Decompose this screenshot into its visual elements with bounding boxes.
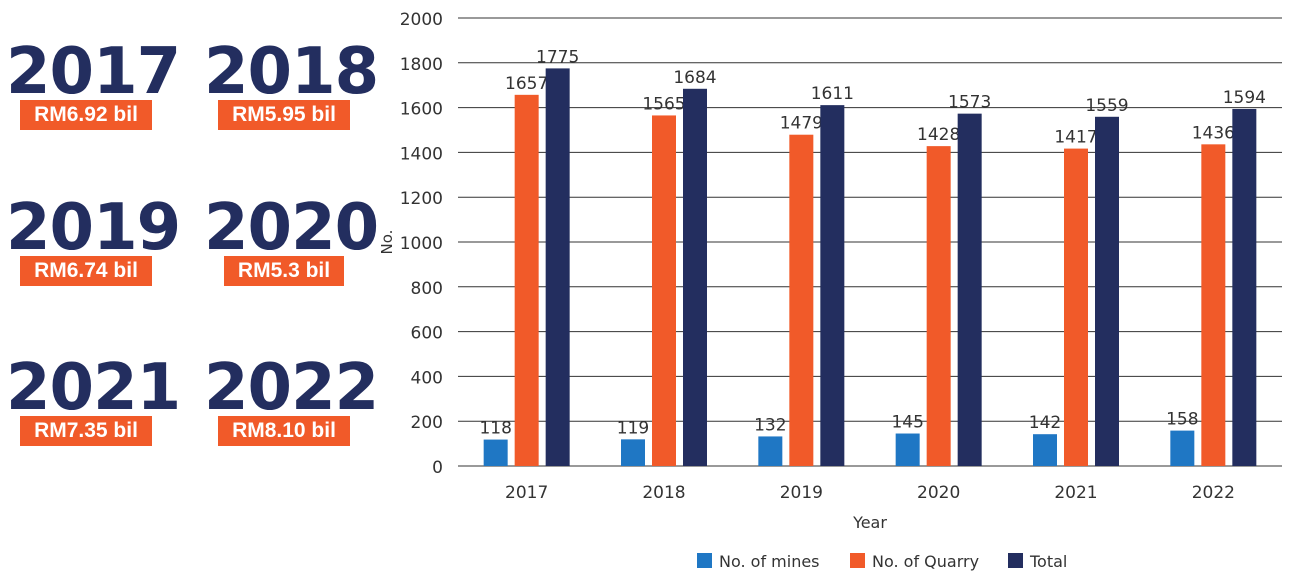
bar-value-label: 142	[1029, 413, 1061, 433]
y-tick-label: 1800	[400, 55, 443, 75]
year-number: 2018	[204, 35, 379, 109]
bar-quarry	[652, 115, 676, 466]
bar-value-label: 119	[617, 418, 649, 438]
bar-total	[957, 113, 982, 466]
y-tick-label: 1400	[400, 144, 443, 164]
revenue-badge: RM5.3 bil	[223, 256, 345, 286]
y-tick-label: 400	[411, 368, 443, 388]
x-tick-label: 2018	[642, 483, 685, 503]
bar-mines	[483, 439, 508, 466]
bar-value-label: 1684	[673, 68, 716, 88]
bar-value-label: 1428	[917, 125, 960, 145]
legend-label: No. of Quarry	[872, 552, 979, 571]
bar-value-label: 145	[891, 413, 923, 433]
bar-total	[1095, 116, 1119, 466]
bar-value-label: 1559	[1085, 96, 1128, 116]
bar-value-label: 158	[1166, 410, 1198, 430]
bar-total	[683, 88, 707, 466]
revenue-badge: RM8.10 bil	[218, 416, 350, 446]
year-card-2020: 2020 RM5.3 bil	[204, 191, 379, 290]
y-tick-label: 1200	[400, 189, 443, 209]
bar-quarry	[926, 146, 951, 467]
bar-total	[820, 105, 845, 467]
year-number: 2017	[6, 35, 181, 109]
bar-mines	[1170, 430, 1195, 466]
revenue-badge: RM6.74 bil	[20, 256, 152, 286]
x-tick-label: 2021	[1054, 483, 1097, 503]
y-axis-title: No.	[378, 230, 396, 255]
revenue-badge: RM7.35 bil	[20, 416, 152, 446]
year-number: 2019	[6, 191, 181, 265]
year-card-2021: 2021 RM7.35 bil	[6, 351, 181, 450]
bar-total	[1232, 108, 1257, 466]
year-number: 2022	[204, 351, 379, 425]
bar-quarry	[789, 134, 814, 467]
bar-value-label: 1611	[811, 84, 854, 104]
bar-value-label: 1594	[1223, 88, 1266, 108]
bar-quarry	[1064, 148, 1088, 467]
y-tick-label: 200	[411, 413, 443, 433]
year-card-2022: 2022 RM8.10 bil	[204, 351, 379, 450]
bar-quarry	[1201, 144, 1226, 466]
bar-value-label: 1479	[780, 114, 823, 134]
bar-value-label: 118	[479, 419, 511, 439]
legend-label: Total	[1029, 552, 1067, 571]
legend-swatch	[850, 553, 865, 568]
x-tick-label: 2019	[780, 483, 823, 503]
bar-value-label: 1775	[536, 47, 579, 67]
bar-total	[545, 68, 570, 467]
y-tick-label: 800	[411, 279, 443, 299]
year-card-2017: 2017 RM6.92 bil	[6, 35, 181, 134]
bar-quarry	[514, 94, 539, 466]
bar-value-label: 1657	[505, 74, 548, 94]
x-axis-title: Year	[852, 513, 887, 532]
y-tick-label: 1000	[400, 234, 443, 254]
year-card-2018: 2018 RM5.95 bil	[204, 35, 379, 134]
x-tick-label: 2020	[917, 483, 960, 503]
bar-mines	[1033, 434, 1057, 466]
bar-value-label: 1436	[1192, 123, 1235, 143]
x-tick-label: 2022	[1192, 483, 1235, 503]
bar-value-label: 1565	[642, 94, 685, 114]
bar-value-label: 1417	[1054, 128, 1097, 148]
revenue-badge: RM6.92 bil	[20, 100, 152, 130]
bar-value-label: 132	[754, 415, 786, 435]
bar-value-label: 1573	[948, 93, 991, 113]
legend-swatch	[697, 553, 712, 568]
year-number: 2020	[204, 191, 379, 265]
y-tick-label: 1600	[400, 100, 443, 120]
bar-mines	[895, 433, 920, 466]
x-tick-label: 2017	[505, 483, 548, 503]
y-tick-label: 2000	[400, 10, 443, 30]
legend-label: No. of mines	[719, 552, 820, 571]
bar-mines	[621, 439, 645, 466]
revenue-badge: RM5.95 bil	[218, 100, 350, 130]
legend-swatch	[1008, 553, 1023, 568]
y-tick-label: 0	[432, 458, 443, 478]
bar-mines	[758, 436, 783, 466]
year-card-2019: 2019 RM6.74 bil	[6, 191, 181, 290]
y-tick-label: 600	[411, 324, 443, 344]
year-number: 2021	[6, 351, 181, 425]
